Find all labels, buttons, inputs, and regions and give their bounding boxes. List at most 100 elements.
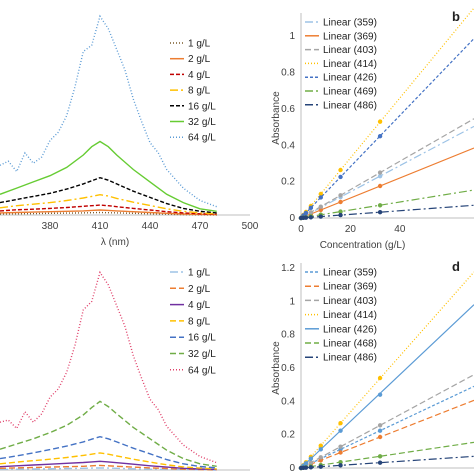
legend-label: Linear (469) — [323, 87, 377, 98]
x-tick-label: 440 — [142, 221, 159, 232]
data-point — [318, 207, 323, 213]
legend-label: Linear (359) — [323, 18, 377, 29]
data-point — [318, 443, 323, 448]
data-point — [377, 170, 383, 175]
data-point — [308, 215, 314, 220]
data-point — [377, 133, 383, 139]
legend-label: Linear (486) — [323, 100, 377, 111]
y-tick-label: 0.6 — [281, 104, 295, 115]
y-tick-label: 1 — [289, 31, 295, 42]
data-point — [377, 392, 383, 397]
series-line — [0, 460, 217, 471]
x-tick-label: 500 — [242, 221, 259, 232]
legend-label: 2 g/L — [188, 54, 211, 65]
trend-line — [300, 118, 474, 219]
legend-label: Linear (426) — [323, 324, 377, 335]
y-tick-label: 0 — [289, 213, 295, 224]
legend-label: Linear (486) — [323, 353, 377, 364]
legend-label: 32 g/L — [188, 349, 216, 360]
trend-line — [300, 38, 474, 219]
data-point — [303, 461, 309, 466]
y-tick-label: 0.4 — [281, 396, 295, 407]
series-line — [0, 464, 217, 471]
data-point — [303, 465, 309, 470]
legend-label: Linear (403) — [323, 296, 377, 307]
series-line — [0, 452, 217, 470]
series-line — [0, 193, 217, 215]
data-point — [308, 205, 314, 211]
y-tick-label: 0.2 — [281, 430, 295, 441]
legend-label: 1 g/L — [188, 39, 211, 50]
series-line — [0, 176, 217, 214]
data-point — [338, 428, 343, 433]
series-line — [0, 400, 217, 467]
legend-label: 8 g/L — [188, 316, 211, 327]
legend-label: 16 g/L — [188, 101, 216, 112]
series-line — [0, 140, 217, 212]
legend-label: 64 g/L — [188, 365, 216, 376]
data-point — [308, 210, 314, 215]
data-point — [308, 460, 314, 465]
y-tick-label: 0.4 — [281, 140, 295, 151]
panel-a-spectra-chart: 380 410 440 470 500 λ (nm) 1 g/L 2 g/L 4 g/L 8 g/… — [0, 14, 259, 248]
data-point — [377, 460, 383, 465]
data-point — [338, 167, 343, 173]
panel-label: d — [452, 259, 460, 274]
trend-line — [300, 125, 474, 219]
y-tick-label: 0.8 — [281, 330, 295, 341]
y-tick-label: 0.8 — [281, 68, 295, 79]
panel-c-spectra-chart: 1 g/L 2 g/L 4 g/L 8 g/L 16 g/L 32 g/L 64 g/L — [0, 268, 250, 471]
data-point — [308, 465, 314, 470]
trend-line — [300, 399, 474, 469]
y-tick-label: 1.2 — [281, 263, 295, 274]
data-point — [338, 199, 343, 205]
trend-line — [300, 7, 474, 219]
y-tick-label: 1 — [289, 296, 295, 307]
legend-label: 32 g/L — [188, 117, 216, 128]
y-axis-title: Absorbance — [271, 91, 282, 145]
y-tick-label: 0 — [289, 463, 295, 474]
data-point — [318, 455, 323, 460]
trend-line — [300, 455, 474, 469]
legend-label: 64 g/L — [188, 133, 216, 144]
x-axis-title: Concentration (g/L) — [320, 240, 406, 251]
trend-line — [300, 385, 474, 469]
data-point — [318, 204, 323, 209]
data-point — [338, 450, 343, 455]
x-tick-label: 40 — [394, 224, 406, 235]
data-point — [377, 423, 383, 428]
series-line — [0, 435, 217, 469]
data-point — [338, 444, 343, 449]
data-point — [338, 193, 343, 198]
data-point — [338, 212, 343, 218]
data-point — [318, 214, 323, 219]
data-point — [338, 209, 343, 214]
x-tick-label: 470 — [192, 221, 209, 232]
x-tick-label: 410 — [92, 221, 109, 232]
legend-label: Linear (359) — [323, 268, 377, 279]
panel-b-calibration-chart: 0 20 40 0 0.2 0.4 0.6 0.8 1 Concentration (g/L) Ab… — [271, 7, 474, 251]
data-point — [318, 447, 323, 452]
series-line — [0, 204, 217, 215]
data-point — [377, 454, 383, 459]
trend-line — [300, 441, 474, 469]
data-point — [338, 463, 343, 468]
y-tick-label: 0.2 — [281, 177, 295, 188]
data-point — [338, 174, 343, 180]
x-tick-label: 0 — [298, 224, 304, 235]
trend-line — [300, 189, 474, 219]
data-point — [377, 183, 383, 189]
trend-line — [300, 374, 474, 469]
data-point — [338, 459, 343, 465]
trend-line — [300, 204, 474, 219]
trend-line — [300, 147, 474, 219]
x-axis-title: λ (nm) — [101, 237, 129, 248]
y-axis-title: Absorbance — [271, 341, 282, 395]
x-tick-label: 380 — [42, 221, 59, 232]
legend-label: 16 g/L — [188, 333, 216, 344]
series-line — [0, 14, 217, 208]
data-point — [377, 119, 383, 124]
series-line — [0, 209, 217, 216]
data-point — [377, 173, 383, 179]
